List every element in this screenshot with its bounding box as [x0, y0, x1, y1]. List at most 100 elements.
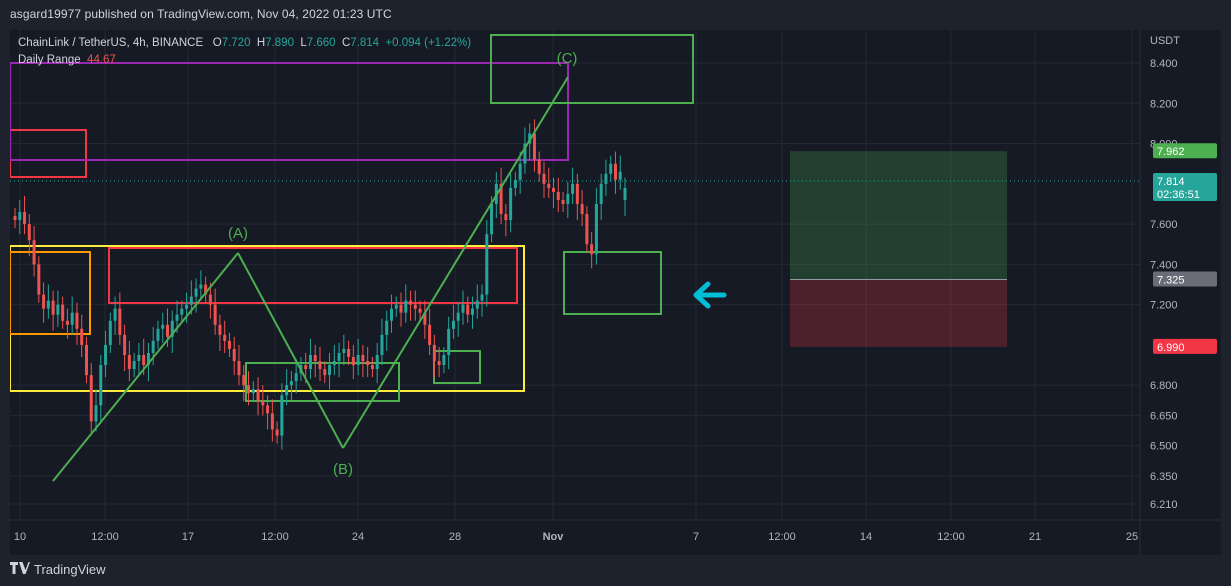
- candle-body: [137, 354, 141, 362]
- green-box-c[interactable]: [490, 34, 694, 104]
- candle-body: [437, 361, 441, 366]
- candle-body: [418, 308, 422, 313]
- price-tag-label: 7.962: [1157, 146, 1185, 158]
- time-tick-label: 7: [693, 531, 699, 543]
- elliott-wave-line[interactable]: [342, 76, 569, 449]
- candle-body: [151, 340, 155, 353]
- candle-body: [432, 344, 436, 362]
- time-tick-label: 25: [1126, 531, 1138, 543]
- candle-body: [27, 224, 31, 241]
- price-tick-label: 8.400: [1150, 58, 1178, 70]
- chart-area[interactable]: (A)(B)(C)USDT8.4008.2008.0007.6007.4007.…: [10, 30, 1221, 555]
- candle-body: [194, 288, 198, 297]
- price-tick-label: 7.200: [1150, 300, 1178, 312]
- candle-body: [237, 361, 241, 376]
- symbol-label: ChainLink / TetherUS, 4h, BINANCE: [18, 37, 204, 49]
- candle-body: [509, 187, 513, 221]
- candle-body: [580, 203, 584, 215]
- price-tag: [1153, 173, 1217, 202]
- price-tick-label: 7.600: [1150, 219, 1178, 231]
- price-tag: [1153, 338, 1217, 354]
- candle-body: [332, 361, 336, 366]
- price-tick-label: 6.800: [1150, 380, 1178, 392]
- candle-body: [351, 357, 355, 366]
- green-box-b[interactable]: [245, 362, 400, 402]
- candle-body: [542, 173, 546, 184]
- candle-body: [323, 369, 327, 376]
- candle-body: [199, 284, 203, 289]
- green-entry-box[interactable]: [563, 251, 662, 315]
- long-position-loss-zone[interactable]: [790, 279, 1007, 347]
- candle-body: [108, 320, 112, 345]
- price-tick-label: 7.400: [1150, 259, 1178, 271]
- candle-body: [366, 361, 370, 366]
- red-box-left[interactable]: [10, 129, 87, 178]
- candle-body: [399, 304, 403, 313]
- candle-body: [370, 365, 374, 370]
- price-tag-label: 7.814: [1157, 176, 1185, 188]
- candle-body: [575, 183, 579, 204]
- candle-body: [485, 234, 489, 295]
- cyan-arrow-icon: [693, 281, 727, 309]
- candle-body: [556, 191, 560, 200]
- yellow-range-box[interactable]: [10, 245, 525, 392]
- candle-body: [23, 212, 27, 225]
- price-axis-unit: USDT: [1150, 35, 1180, 47]
- elliott-wave-line[interactable]: [237, 252, 344, 449]
- candle-body: [328, 365, 332, 376]
- time-tick-label: 12:00: [91, 531, 119, 543]
- candle-body: [113, 308, 117, 321]
- candle-body: [118, 308, 122, 335]
- close-value: 7.814: [350, 37, 380, 49]
- tradingview-brand[interactable]: TradingView: [10, 562, 106, 577]
- candle-body: [413, 304, 417, 309]
- candle-body: [490, 203, 494, 235]
- candle-body: [242, 375, 246, 386]
- candle-body: [375, 354, 379, 370]
- candle-body: [304, 365, 308, 370]
- candle-body: [247, 385, 251, 394]
- candle-body: [223, 334, 227, 341]
- candle-body: [104, 344, 108, 366]
- red-resistance-box[interactable]: [108, 247, 518, 304]
- wave-label: (A): [228, 225, 248, 242]
- price-tick-label: 6.650: [1150, 410, 1178, 422]
- candle-body: [428, 324, 432, 345]
- candle-body: [218, 324, 222, 335]
- candle-body: [480, 294, 484, 301]
- elliott-wave-line[interactable]: [52, 252, 239, 482]
- top-bar: asgard19977 published on TradingView.com…: [0, 0, 1231, 30]
- candle-body: [380, 334, 384, 355]
- indicator-row: Daily Range 44.67: [18, 52, 471, 69]
- candle-body: [70, 312, 74, 325]
- price-axis[interactable]: [1140, 30, 1221, 555]
- candle-body: [561, 199, 565, 204]
- candle-body: [609, 163, 613, 174]
- candle-body: [585, 214, 589, 245]
- time-tick-label: 12:00: [937, 531, 965, 543]
- candle-body: [180, 308, 184, 315]
- candle-body: [590, 244, 594, 255]
- long-position-profit-zone[interactable]: [790, 151, 1007, 280]
- purple-range-box[interactable]: [10, 62, 569, 161]
- candle-body: [623, 187, 627, 200]
- time-tick-label: 12:00: [768, 531, 796, 543]
- candle-body: [471, 308, 474, 315]
- low-value: 7.660: [306, 37, 336, 49]
- wave-label: (C): [557, 50, 578, 67]
- price-tag: [1153, 143, 1217, 159]
- candle-body: [94, 405, 98, 422]
- candle-body: [594, 203, 598, 255]
- candle-body: [599, 183, 603, 204]
- candle-body: [185, 304, 189, 309]
- close-label: C: [341, 37, 351, 49]
- price-chart[interactable]: (A)(B)(C)USDT8.4008.2008.0007.6007.4007.…: [10, 30, 1221, 555]
- candle-body: [294, 373, 298, 382]
- orange-box[interactable]: [10, 251, 91, 335]
- candle-body: [37, 264, 41, 295]
- wave-label: (B): [333, 461, 353, 478]
- high-label: H: [256, 37, 266, 49]
- open-label: O: [212, 37, 222, 49]
- time-tick-label: 17: [182, 531, 194, 543]
- green-box-small[interactable]: [433, 350, 481, 384]
